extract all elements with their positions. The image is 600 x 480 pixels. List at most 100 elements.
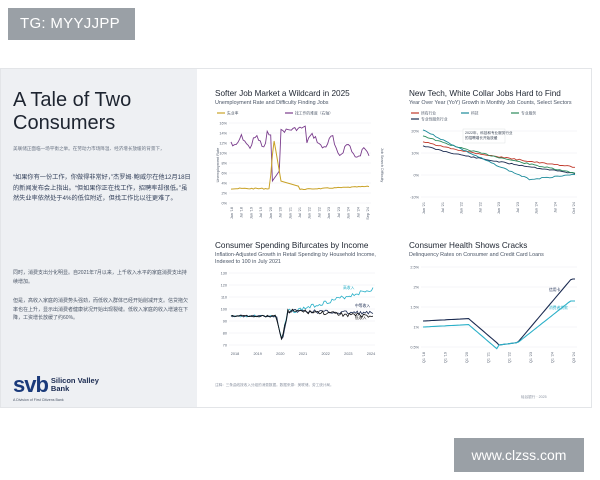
chart1-x-tick-label: Jan '24 [347,207,351,219]
chart4-x-tick-label: Q1 '22 [508,352,512,363]
chart3-x-tick-label: 2023 [344,352,352,356]
chart1-difficulty-line [230,125,370,183]
chart1-y-tick-label: 14% [219,131,227,135]
footer-right: 硅谷银行 · 2025 [521,395,547,399]
chart3-title: Consumer Spending Bifurcates by Income [215,241,369,250]
logo-line1: Silicon Valley [50,376,99,385]
chart1-x-tick-label: Jul '23 [337,207,341,218]
chart2-x-tick-label: Jan '24 [535,202,539,214]
chart1-x-tick-label: Jul '19 [259,207,263,218]
chart2-line-tech [422,129,576,181]
body-text-2: 但是，高收入家庭的消费势头强劲，而低收入群体已经开始削减开支。信贷拖欠率也在上升… [13,298,189,322]
chart1-x-tick-label: Jul '20 [279,207,283,218]
chart1-subtitle: Unemployment Rate and Difficulty Finding… [215,100,329,106]
chart1-x-tick-label: Jan '18 [230,207,234,219]
chart4-y-tick-label: 1% [414,325,420,329]
chart2-x-tick-label: Jul '24 [553,202,557,213]
chart2-line-prof [422,135,576,174]
chart2-x-tick-label: Jan '21 [422,202,426,214]
chart1-y-tick-label: 16% [219,121,227,125]
chart1-x-tick-label: Jan '19 [249,207,253,219]
chart1-ylabel-left: Unemployment Rate [216,148,220,183]
chart2-x-tick-label: Jul '22 [478,202,482,213]
chart4-subtitle: Delinquency Rates on Consumer and Credit… [409,252,544,258]
chart4-x-tick-label: Q1 '19 [443,352,447,363]
logo-subtitle: A Division of First Citizens Bank [13,398,64,402]
chart1-x-tick-label: Jan '22 [308,207,312,219]
chart1-x-tick-label: Jan '23 [327,207,331,219]
chart1-ylabel-right: Job Search Difficulty [380,148,384,183]
chart1-x-tick-label: Jul '18 [240,207,244,218]
chart4-x-tick-label: Q1 '23 [529,352,533,363]
chart1-y-tick-label: 10% [219,151,227,155]
chart4-x-tick-label: Q1 '18 [422,352,426,363]
chart4-x-tick-label: Q1 '21 [486,352,490,363]
watermark-badge: www.clzss.com [454,438,584,472]
chart1-y-tick-label: 4% [222,181,228,185]
chart3-x-tick-label: 2018 [231,352,239,356]
chart4-y-tick-label: 2.5% [410,265,419,269]
chart1-x-tick-label: Sep '24 [366,207,370,220]
chart2-title: New Tech, White Collar Jobs Hard to Find [409,89,561,98]
logo-line2: Bank [50,384,70,393]
chart1-y-tick-label: 2% [222,191,228,195]
chart4-y-tick-label: 2% [414,285,420,289]
slide-page: A Tale of Two Consumers 美联储正面临一场平衡之举。在劳动… [0,68,592,408]
chart2-x-tick-label: Jul '23 [516,202,520,213]
chart1-y-tick-label: 12% [219,141,227,145]
chart4-y-tick-label: 1.5% [410,305,419,309]
chart3-y-tick-label: 120 [221,283,227,287]
chart3-y-tick-label: 130 [221,271,227,275]
logo-text: Silicon Valley Bank [51,377,99,393]
chart1-x-tick-label: Jan '20 [269,207,273,219]
chart2-subtitle: Year Over Year (YoY) Growth in Monthly J… [409,100,572,106]
chart1-x-tick-label: Jul '21 [298,207,302,218]
chart2-y-tick-label: 20% [411,129,419,133]
logo-mark: svb [13,372,49,397]
chart2-x-tick-label: Oct '24 [572,202,576,214]
chart2-line-all [422,141,575,168]
chart3-y-tick-label: 80 [223,331,227,335]
chart3-y-tick-label: 70 [223,343,227,347]
legend-label-unemployment: 失业率 [227,110,239,115]
chart1-x-tick-label: Jan '21 [288,207,292,219]
chart4-x-tick-label: Q1 '20 [465,352,469,363]
legend-label-prof: 专业服务 [521,110,536,115]
body-text-1: 同时，消费支出分化明显。自2021年7月以来，上千收入水平的家庭消费支出持续增加… [13,270,187,285]
chart3-label-mid: 中等收入 [355,303,370,308]
chart2-y-tick-label: 0% [414,173,420,177]
chart4-x-tick-label: Q1 '24 [551,352,555,363]
chart3-subtitle-2: Indexed to 100 in July 2021 [215,258,281,265]
chart3-y-tick-label: 110 [221,295,227,299]
slide-title: A Tale of Two Consumers [13,89,132,134]
legend-label-tech: 科技 [471,110,479,115]
chart4-title: Consumer Health Shows Cracks [409,241,528,250]
chart3-label-high: 高收入 [343,285,355,290]
chart2-x-tick-label: Jan '22 [460,202,464,214]
legend-label-other: 专业性服务行业 [421,116,448,121]
left-panel: A Tale of Two Consumers 美联储正面临一场平衡之举。在劳动… [1,69,197,407]
chart4-label-consumer: 消费者贷款 [549,305,568,310]
intro-text: 美联储正面临一场平衡之举。在劳动力市场降温、经济增长放缓的背景下， [13,146,165,151]
chart3-x-tick-label: 2021 [299,352,307,356]
chart1-x-tick-label: Jul '24 [356,207,360,218]
tag-badge: TG: MYYJJPP [8,8,135,40]
chart4-line-consumer [422,300,575,350]
legend-label-all: 所有行业 [421,110,436,115]
chart4-x-tick-label: Q3 '24 [572,352,576,363]
chart3-y-tick-label: 90 [223,319,227,323]
chart1-plot: 失业率 找工作的难度（右轴） 16% 14% 12% 10% 8% 6% 4% 2% 0% Unemp… [216,110,384,220]
footer-note: 注释：三条曲线按收入分组的消费数据。数据来源：美联储，劳工统计局。 [215,383,334,387]
chart3-x-tick-label: 2022 [321,352,329,356]
chart3-x-tick-label: 2020 [276,352,284,356]
chart4-label-credit: 信用卡 [549,287,561,292]
chart4-y-tick-label: 0.5% [410,345,419,349]
chart3-x-tick-label: 2019 [253,352,261,356]
chart3-y-tick-label: 100 [221,307,227,311]
chart1-title: Softer Job Market a Wildcard in 2025 [215,89,350,98]
chart1-unemployment-line [230,140,370,190]
chart1-y-tick-label: 8% [222,161,228,165]
legend-label-difficulty: 找工作的难度（右轴） [295,110,333,115]
